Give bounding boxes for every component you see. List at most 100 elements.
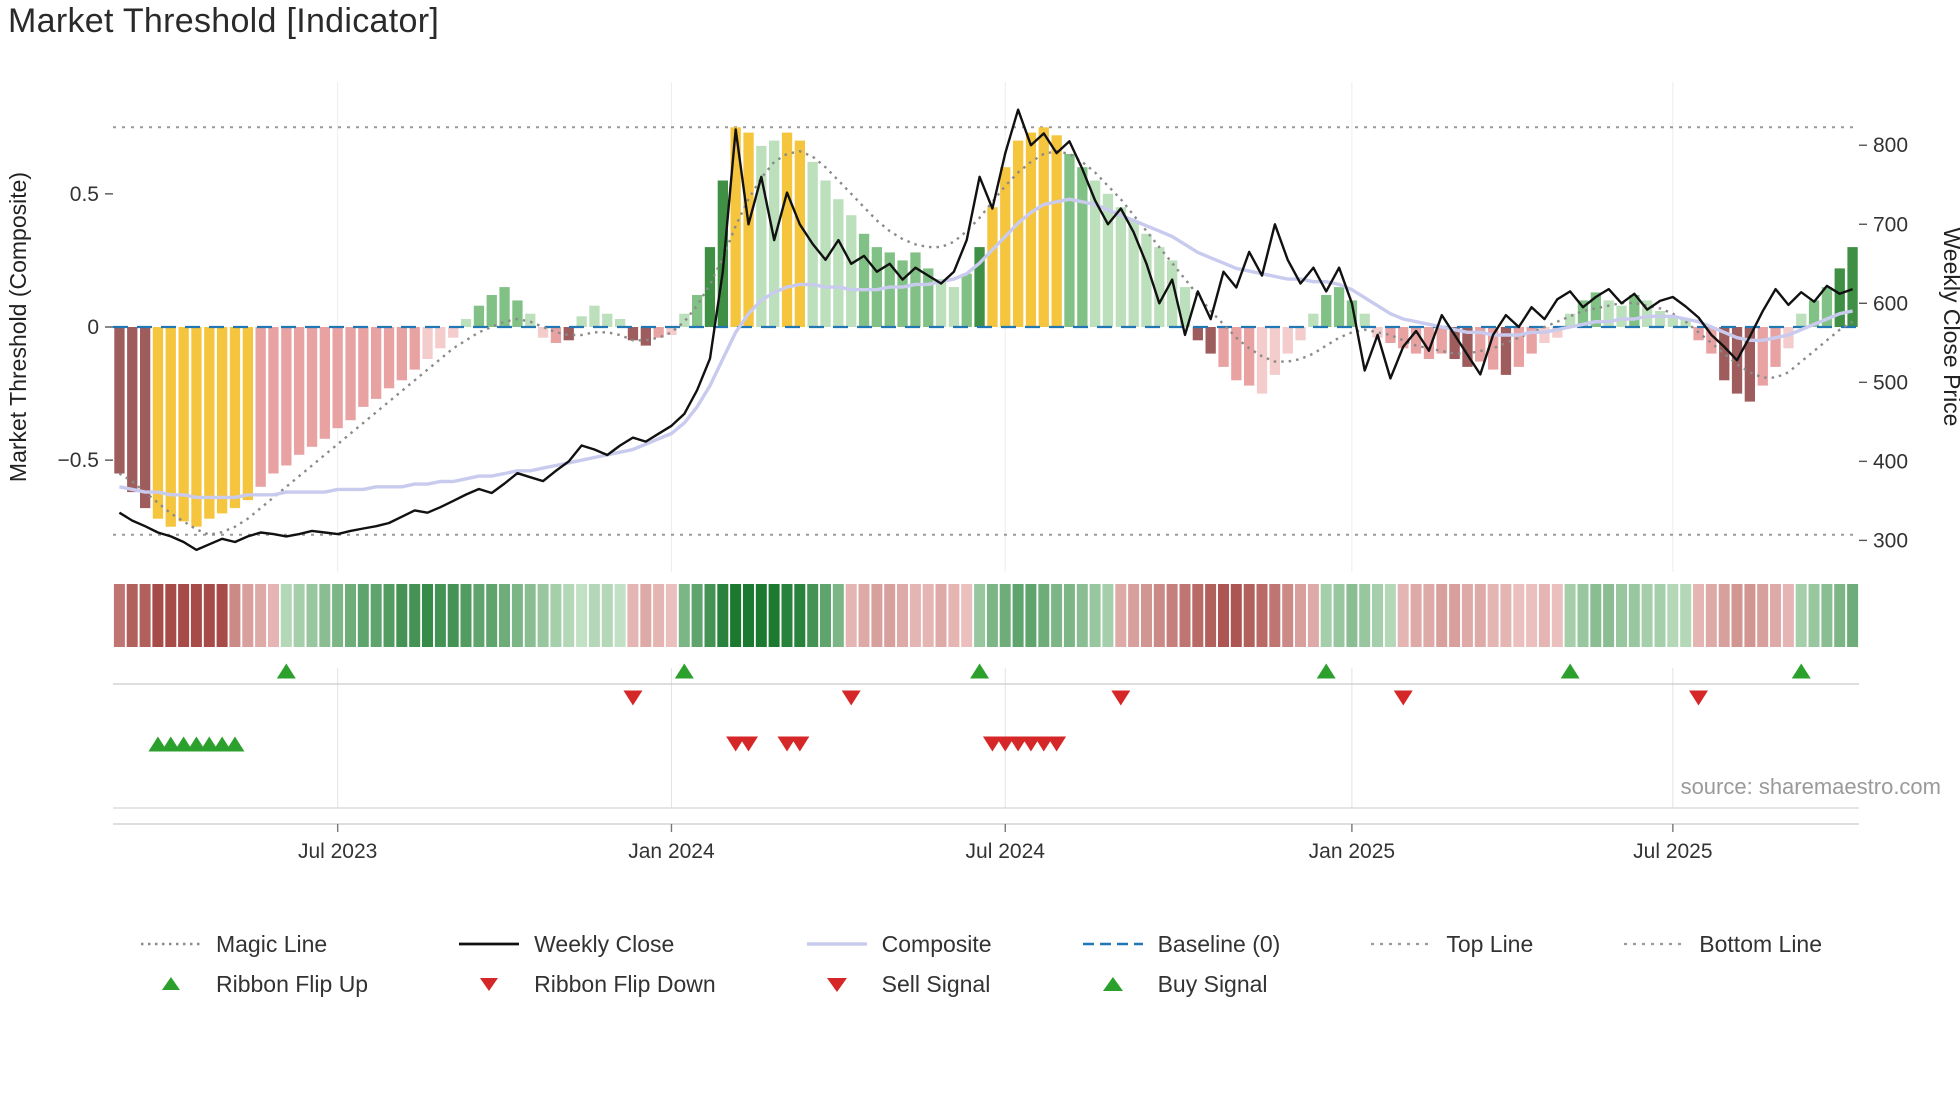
ribbon-cell xyxy=(563,584,575,647)
ribbon-cell xyxy=(961,584,973,647)
ribbon-cell xyxy=(460,584,472,647)
ribbon-cell xyxy=(1205,584,1217,647)
legend-item-sell-signal: Sell Signal xyxy=(804,971,992,998)
ribbon-cell xyxy=(1564,584,1576,647)
threshold-bar xyxy=(1449,327,1460,359)
ribbon-cell xyxy=(858,584,870,647)
ribbon-cell xyxy=(1166,584,1178,647)
threshold-bar xyxy=(1115,207,1126,327)
legend-label: Ribbon Flip Down xyxy=(534,970,716,997)
ribbon-cell xyxy=(1705,584,1717,647)
sell-signal-marker xyxy=(1034,736,1054,752)
ribbon-strip xyxy=(113,584,1859,647)
threshold-bar xyxy=(306,327,318,447)
down-triangle-icon xyxy=(480,978,499,991)
threshold-bar xyxy=(756,145,767,327)
ribbon-cell xyxy=(319,584,331,647)
threshold-bar xyxy=(704,247,716,327)
down-triangle-icon xyxy=(826,978,847,992)
ribbon-cell xyxy=(524,584,536,647)
threshold-bar xyxy=(717,180,728,327)
right-axis-tick-label: 600 xyxy=(1873,292,1908,315)
ribbon-cell xyxy=(768,584,780,647)
ribbon-cell xyxy=(1526,584,1538,647)
ribbon-cell xyxy=(1397,584,1409,647)
ribbon-cell xyxy=(1230,584,1242,647)
threshold-bar xyxy=(1796,313,1807,327)
threshold-bar xyxy=(422,327,433,359)
ribbon-cell xyxy=(1500,584,1512,647)
threshold-bar xyxy=(1244,327,1255,386)
threshold-bar xyxy=(229,327,241,509)
threshold-bar xyxy=(1577,300,1589,327)
sell-signal-marker xyxy=(726,736,746,752)
ribbon-cell xyxy=(1538,584,1550,647)
threshold-bar xyxy=(1167,260,1178,327)
ribbon-cell xyxy=(396,584,408,647)
ribbon-cell xyxy=(190,584,202,647)
threshold-bar xyxy=(345,327,356,421)
x-tick-labels: Jul 2023 Jan 2024 Jul 2024 Jan 2025 Jul 2025 xyxy=(298,840,1713,863)
sell-signal-marker xyxy=(1047,736,1067,752)
ribbon-cell xyxy=(1282,584,1294,647)
threshold-bar xyxy=(1513,327,1524,367)
threshold-bar xyxy=(948,287,960,327)
sell-signal-marker xyxy=(1021,736,1041,752)
threshold-bar xyxy=(537,327,549,338)
legend-label: Weekly Close xyxy=(534,930,675,957)
threshold-bar xyxy=(1526,327,1537,354)
ribbon-cell xyxy=(152,584,164,647)
threshold-bar xyxy=(1231,327,1242,381)
ribbon-cell xyxy=(1834,584,1846,647)
threshold-bar xyxy=(1051,135,1062,327)
ribbon-cell xyxy=(1141,584,1152,647)
ribbon-cell xyxy=(499,584,510,647)
ribbon-cell xyxy=(1641,584,1653,647)
threshold-bar xyxy=(204,327,215,519)
ribbon-cell xyxy=(781,584,793,647)
threshold-bar xyxy=(1346,300,1358,327)
ribbon-cell xyxy=(1551,584,1563,647)
ribbon-cell xyxy=(1410,584,1422,647)
ribbon-cell xyxy=(627,584,639,647)
threshold-bar xyxy=(140,327,151,509)
ribbon-cell xyxy=(1680,584,1692,647)
ribbon-cell xyxy=(999,584,1011,647)
ribbon-cell xyxy=(1115,584,1127,647)
ribbon-flip-down-markers xyxy=(623,690,1709,706)
ribbon-cell xyxy=(974,584,986,647)
ribbon-cell xyxy=(126,584,138,647)
legend-item-composite: Composite xyxy=(804,931,992,958)
legend-label: Magic Line xyxy=(215,930,328,957)
threshold-bar xyxy=(1719,327,1730,381)
threshold-bar xyxy=(512,300,523,327)
ribbon-cell xyxy=(486,584,498,647)
ribbon-cell xyxy=(1076,584,1088,647)
right-axis-tick-label: 400 xyxy=(1873,450,1908,473)
threshold-bar xyxy=(1141,233,1152,327)
x-tick-label: Jan 2025 xyxy=(1309,840,1395,863)
threshold-bar xyxy=(1410,327,1422,354)
threshold-bar xyxy=(1372,327,1383,338)
threshold-bar xyxy=(1385,327,1396,343)
ribbon-cell xyxy=(653,584,665,647)
ribbon-cell xyxy=(948,584,960,647)
threshold-bar xyxy=(858,233,870,327)
buy-signal-markers xyxy=(148,736,245,752)
legend-label: Composite xyxy=(881,930,992,957)
ribbon-cell xyxy=(1731,584,1743,647)
legend-item-buy-signal: Buy Signal xyxy=(1080,971,1281,998)
ribbon-cell xyxy=(1038,584,1050,647)
market-threshold-chart: 0.5 0 −0.5 800 700 600 500 400 300 Market Thresho… xyxy=(5,82,1960,863)
solid-line-icon xyxy=(806,942,867,946)
ribbon-cell xyxy=(1821,584,1833,647)
threshold-bar xyxy=(114,327,125,474)
dashed-line-icon xyxy=(1082,942,1143,946)
ribbon-cell xyxy=(640,584,652,647)
threshold-bar xyxy=(242,327,253,501)
ribbon-cell xyxy=(306,584,318,647)
right-axis-title: Weekly Close Price xyxy=(1939,228,1960,427)
threshold-bar xyxy=(255,327,266,487)
threshold-bar xyxy=(152,327,164,519)
ribbon-flip-up-markers xyxy=(276,663,1811,679)
